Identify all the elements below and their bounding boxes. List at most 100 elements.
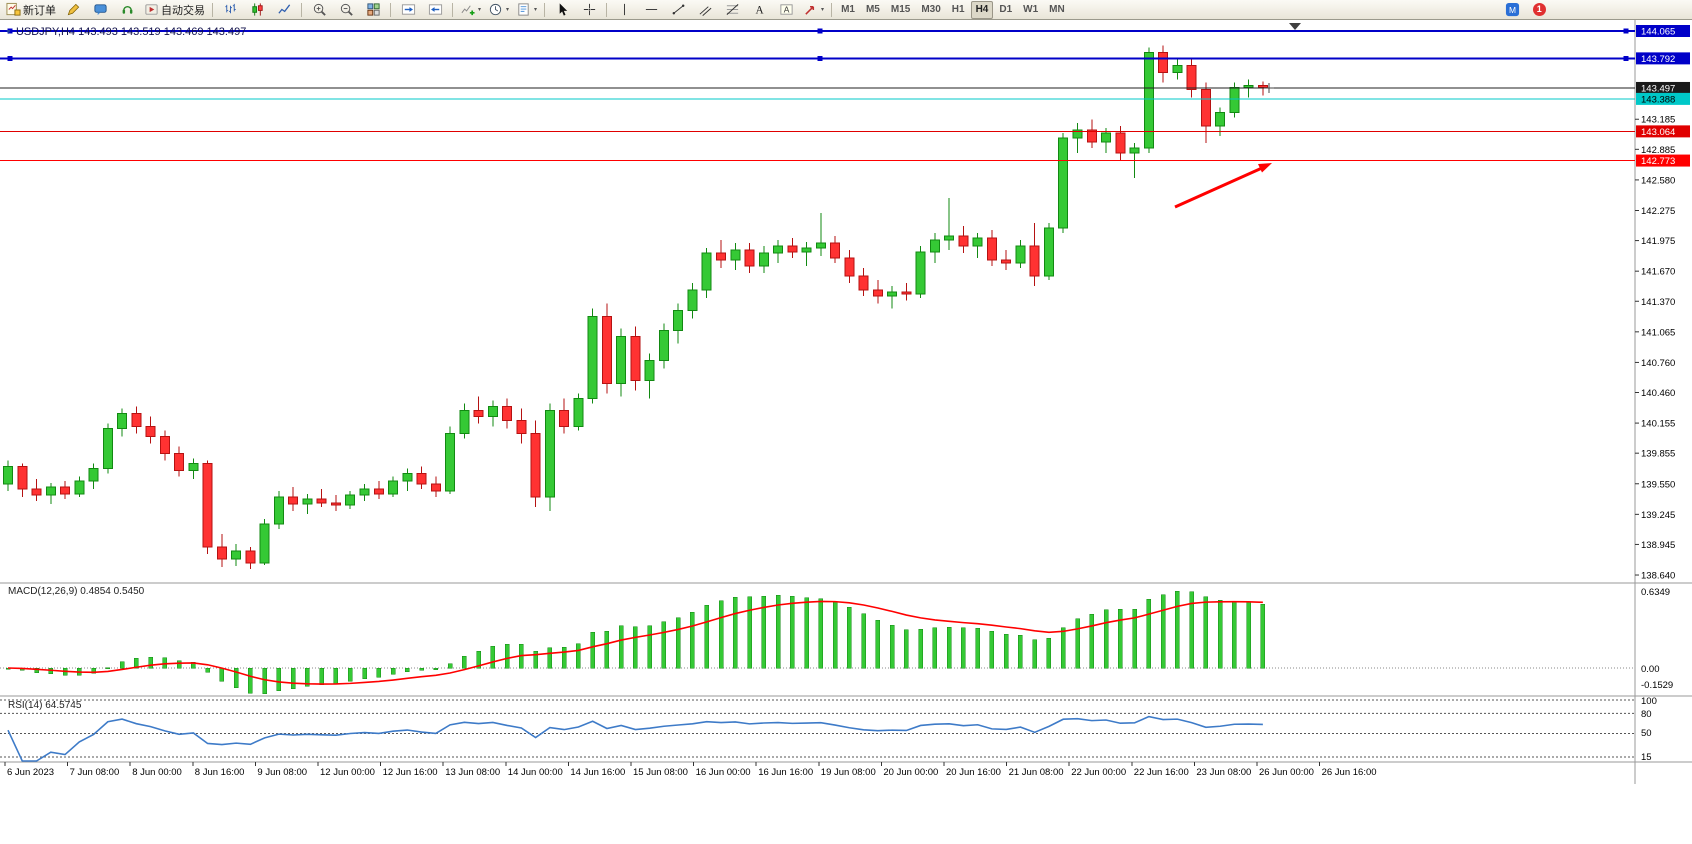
svg-text:50: 50 (1641, 728, 1652, 739)
zoom-in-button[interactable] (306, 0, 332, 20)
svg-text:20 Jun 00:00: 20 Jun 00:00 (883, 767, 938, 778)
shapes-icon (803, 2, 818, 17)
svg-text:12 Jun 00:00: 12 Jun 00:00 (320, 767, 375, 778)
chart-window[interactable]: ▼ USDJPY,H4 143.493 143.519 143.469 143.… (0, 20, 1692, 844)
equidistant-channel-button[interactable] (692, 0, 718, 20)
horizontal-line-143.792[interactable] (0, 55, 1635, 61)
candles (3, 45, 1268, 570)
collapse-chart-icon[interactable]: ▼ (5, 28, 12, 36)
toolbar-separator (831, 2, 833, 17)
crosshair-button[interactable] (576, 0, 602, 20)
horizontal-line-144.065[interactable] (0, 28, 1635, 34)
svg-text:139.855: 139.855 (1641, 449, 1675, 460)
timeframe-button-D1[interactable]: D1 (999, 4, 1013, 15)
line-handle[interactable] (7, 55, 13, 61)
text-button[interactable]: A (746, 0, 772, 20)
timeframe-button-M5[interactable]: M5 (865, 4, 880, 15)
indicators-icon (460, 2, 475, 17)
svg-text:0.6349: 0.6349 (1641, 587, 1670, 598)
svg-text:0.00: 0.00 (1641, 664, 1660, 675)
pane-separators[interactable] (0, 20, 1692, 784)
chart-title: USDJPY,H4 143.493 143.519 143.469 143.49… (15, 26, 247, 38)
chat-icon (93, 2, 108, 17)
svg-text:143.064: 143.064 (1641, 127, 1675, 138)
metaquotes-button[interactable]: M (1500, 0, 1526, 20)
svg-text:140.155: 140.155 (1641, 419, 1675, 430)
periods-button[interactable]: ▾ (485, 0, 512, 20)
svg-text:139.245: 139.245 (1641, 510, 1675, 521)
svg-text:9 Jun 08:00: 9 Jun 08:00 (257, 767, 307, 778)
price-axis[interactable]: 143.185 142.885 142.580 142.275 141.975 141.6… (1635, 25, 1690, 582)
svg-text:6 Jun 2023: 6 Jun 2023 (7, 767, 54, 778)
auto-scroll-button[interactable] (395, 0, 421, 20)
svg-text:22 Jun 00:00: 22 Jun 00:00 (1071, 767, 1126, 778)
autotrading-button[interactable]: 自动交易 (141, 0, 208, 20)
zoom-in-icon (312, 2, 327, 17)
auto-scroll-icon (401, 2, 416, 17)
bar-chart-icon (223, 2, 238, 17)
timeframe-button-H4[interactable]: H4 (970, 0, 994, 19)
price-tag (1636, 52, 1690, 65)
timeframe-button-H1[interactable]: H1 (951, 4, 965, 15)
text-label-icon: A (779, 2, 794, 17)
trend-arrow[interactable] (1174, 163, 1272, 209)
templates-button[interactable]: ▾ (513, 0, 540, 20)
text-label-button[interactable]: A (773, 0, 799, 20)
indicators-button[interactable]: ▾ (457, 0, 484, 20)
arrows-button[interactable]: ▾ (800, 0, 827, 20)
line-handle[interactable] (1623, 55, 1629, 61)
clock-icon (488, 2, 503, 17)
svg-text:12 Jun 16:00: 12 Jun 16:00 (383, 767, 438, 778)
support-button[interactable] (114, 0, 140, 20)
timeframe-button-M30[interactable]: M30 (921, 4, 941, 15)
macd-histogram (5, 590, 1266, 694)
line-handle[interactable] (817, 55, 823, 61)
vertical-line-button[interactable] (611, 0, 637, 20)
new-order-button[interactable]: 新订单 (3, 0, 59, 20)
text-icon: A (752, 2, 767, 17)
svg-text:23 Jun 08:00: 23 Jun 08:00 (1196, 767, 1251, 778)
zoom-out-icon (339, 2, 354, 17)
timeframe-button-W1[interactable]: W1 (1023, 4, 1039, 15)
line-chart-icon (277, 2, 292, 17)
trendline-button[interactable] (665, 0, 691, 20)
chart-shift-button[interactable] (422, 0, 448, 20)
timeframe-button-M1[interactable]: M1 (841, 4, 855, 15)
svg-text:19 Jun 08:00: 19 Jun 08:00 (821, 767, 876, 778)
svg-text:141.975: 141.975 (1641, 236, 1675, 247)
horizontal-line-button[interactable] (638, 0, 664, 20)
toolbar-separator (301, 2, 302, 17)
time-axis[interactable]: 6 Jun 2023 7 Jun 08:00 8 Jun 00:00 8 Jun 16… (4, 762, 1377, 778)
svg-text:14 Jun 16:00: 14 Jun 16:00 (570, 767, 625, 778)
timeframe-button-MN[interactable]: MN (1049, 4, 1065, 15)
channel-icon (698, 2, 713, 17)
tile-windows-button[interactable] (360, 0, 386, 20)
svg-text:144.065: 144.065 (1641, 27, 1675, 38)
rsi-indicator-label: RSI(14) 64.5745 (8, 700, 82, 711)
chart-shift-marker[interactable] (1289, 23, 1301, 30)
autotrading-icon (144, 2, 159, 17)
macd-indicator-label: MACD(12,26,9) 0.4854 0.5450 (8, 586, 145, 597)
fibonacci-button[interactable] (719, 0, 745, 20)
svg-text:142.773: 142.773 (1641, 156, 1675, 167)
cursor-button[interactable] (549, 0, 575, 20)
line-chart-button[interactable] (271, 0, 297, 20)
metaeditor-button[interactable] (60, 0, 86, 20)
line-handle[interactable] (1623, 28, 1629, 34)
chart-canvas[interactable]: 143.185 142.885 142.580 142.275 141.975 141.6… (0, 20, 1692, 844)
toolbar-separator (452, 2, 453, 17)
horizontal-lines[interactable] (0, 28, 1635, 162)
zoom-out-button[interactable] (333, 0, 359, 20)
svg-text:8 Jun 00:00: 8 Jun 00:00 (132, 767, 182, 778)
line-handle[interactable] (817, 28, 823, 34)
svg-text:8 Jun 16:00: 8 Jun 16:00 (195, 767, 245, 778)
market-watch-button[interactable] (87, 0, 113, 20)
line-handle[interactable] (7, 28, 13, 34)
svg-text:138.640: 138.640 (1641, 571, 1675, 582)
crosshair-icon (582, 2, 597, 17)
notification-badge[interactable]: 1 (1532, 3, 1546, 16)
candlestick-chart-button[interactable] (244, 0, 270, 20)
svg-text:138.945: 138.945 (1641, 540, 1675, 551)
timeframe-button-M15[interactable]: M15 (890, 4, 911, 15)
bar-chart-button[interactable] (217, 0, 243, 20)
